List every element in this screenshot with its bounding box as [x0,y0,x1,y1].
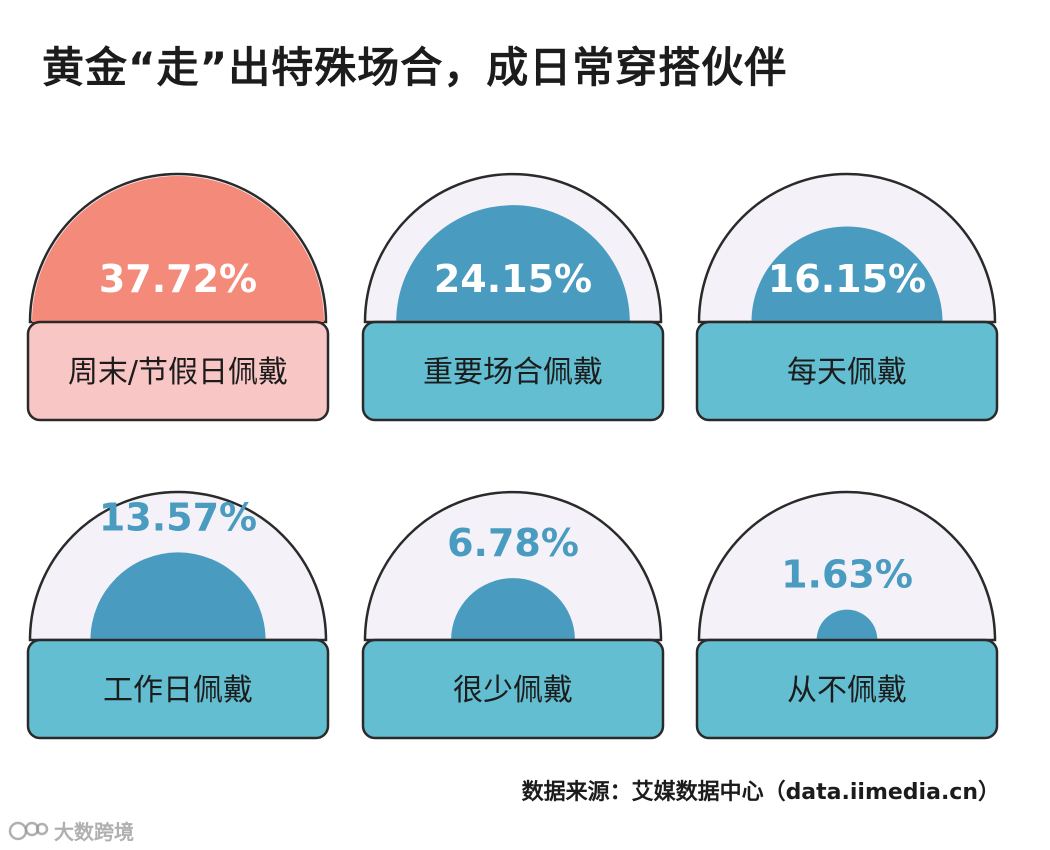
watermark-text: 大数跨境 [54,820,134,844]
category-label: 从不佩戴 [787,673,907,708]
category-box [361,320,665,422]
gauge-fill [816,609,878,640]
gauge-fill [32,176,324,322]
category-label: 周末/节假日佩戴 [68,355,288,390]
gauge-fill [90,552,266,640]
category-box [695,320,999,422]
category-label: 重要场合佩戴 [423,355,603,390]
gauge-card: 1.63% 从不佩戴 [695,490,999,740]
gauge-dome [363,490,663,642]
gauge-card: 13.57% 工作日佩戴 [26,490,330,740]
data-source: 数据来源：艾媒数据中心（data.iimedia.cn） [521,780,1000,805]
gauge-value-label: 13.57% [99,495,257,539]
category-label: 很少佩戴 [453,673,573,708]
gauge-value-label: 6.78% [447,521,579,565]
gauge-fill [751,226,943,322]
gauge-card: 16.15% 每天佩戴 [695,172,999,422]
gauge-card: 37.72% 周末/节假日佩戴 [26,172,330,422]
gauge-fill [396,205,630,322]
gauge-dome [697,490,997,642]
gauge-card: 24.15% 重要场合佩戴 [361,172,665,422]
gauge-value-label: 1.63% [781,553,913,597]
category-label: 工作日佩戴 [103,673,253,708]
gauge-value-label: 24.15% [434,257,592,301]
category-label: 每天佩戴 [787,355,907,390]
category-box [26,638,330,740]
watermark: 大数跨境 [8,816,134,845]
gauge-card: 6.78% 很少佩戴 [361,490,665,740]
gauge-value-label: 16.15% [768,257,926,301]
watermark-logo-icon [8,821,49,840]
gauge-value-label: 37.72% [99,257,257,301]
category-box [26,320,330,422]
category-box [695,638,999,740]
category-box [361,638,665,740]
gauge-fill [451,578,575,640]
chart-title: 黄金“走”出特殊场合，成日常穿搭伙伴 [42,43,788,92]
